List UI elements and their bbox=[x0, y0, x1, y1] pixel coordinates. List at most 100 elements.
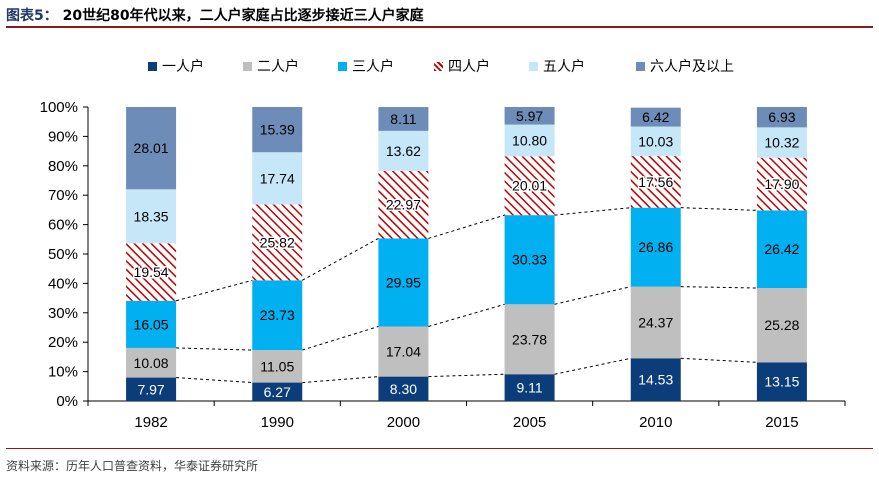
data-label: 25.82 bbox=[260, 234, 295, 250]
bar-segment-三人户-1990 bbox=[252, 280, 303, 351]
bar-segment-二人户-2015 bbox=[756, 288, 807, 363]
y-tick-label: 80% bbox=[48, 158, 78, 175]
bar-segment-三人户-2005 bbox=[504, 215, 555, 305]
legend-swatch bbox=[148, 61, 157, 71]
bar-segment-六人户及以上-2005 bbox=[504, 107, 555, 125]
connector-line bbox=[554, 357, 631, 375]
bar-segment-三人户-2000 bbox=[378, 238, 429, 327]
legend-label: 六人户及以上 bbox=[650, 59, 734, 75]
data-label: 8.30 bbox=[390, 381, 417, 397]
bar-segment-五人户-1982 bbox=[126, 189, 177, 244]
footer-divider bbox=[6, 448, 873, 449]
legend-swatch bbox=[243, 61, 252, 71]
connector-line bbox=[680, 286, 757, 289]
data-label: 26.86 bbox=[638, 239, 673, 255]
connector-line bbox=[428, 303, 505, 327]
data-label: 17.56 bbox=[638, 174, 673, 190]
data-label: 22.97 bbox=[386, 197, 421, 213]
bar-segment-六人户及以上-1982 bbox=[126, 107, 177, 190]
legend-label: 五人户 bbox=[543, 59, 585, 75]
data-label: 14.53 bbox=[638, 372, 673, 388]
bar-segment-二人户-1990 bbox=[252, 350, 303, 383]
data-label: 15.39 bbox=[260, 122, 295, 138]
data-label: 5.97 bbox=[516, 108, 543, 124]
connector-line bbox=[302, 238, 379, 281]
y-tick-label: 40% bbox=[48, 275, 78, 292]
y-tick-label: 50% bbox=[48, 246, 78, 263]
bar-segment-四人户-1982 bbox=[126, 243, 177, 301]
data-label: 10.03 bbox=[638, 133, 673, 149]
bar-segment-六人户及以上-2015 bbox=[756, 107, 807, 128]
connector-line bbox=[554, 207, 631, 216]
data-label: 16.05 bbox=[134, 316, 169, 332]
data-label: 13.15 bbox=[764, 374, 799, 390]
data-label: 20.01 bbox=[512, 178, 547, 194]
bar-segment-三人户-2015 bbox=[756, 210, 807, 289]
title-divider bbox=[6, 26, 873, 28]
bar-segment-五人户-1990 bbox=[252, 152, 303, 205]
data-label: 17.74 bbox=[260, 170, 295, 186]
bar-segment-一人户-1982 bbox=[126, 377, 177, 401]
bar-segment-二人户-1982 bbox=[126, 347, 177, 378]
connector-line bbox=[175, 279, 253, 302]
data-label: 10.32 bbox=[764, 135, 799, 151]
bar-segment-五人户-2005 bbox=[504, 124, 555, 157]
bar-segment-一人户-2005 bbox=[504, 374, 555, 401]
data-label: 28.01 bbox=[134, 140, 169, 156]
legend-label: 四人户 bbox=[448, 59, 490, 75]
bar-segment-一人户-2015 bbox=[756, 362, 807, 401]
y-tick-label: 30% bbox=[48, 305, 78, 322]
data-label: 25.28 bbox=[764, 317, 799, 333]
connector-line bbox=[428, 214, 505, 239]
data-label: 17.90 bbox=[764, 176, 799, 192]
bar-segment-四人户-2010 bbox=[630, 156, 681, 208]
legend-label: 一人户 bbox=[162, 59, 204, 75]
connector-line bbox=[176, 377, 253, 384]
stacked-bar-chart: 0% 10% 20% 30% 40% 50% 60% 70% 80% 90% 100% 1982 199… bbox=[40, 99, 846, 431]
x-tick-label: 2000 bbox=[387, 414, 420, 431]
x-tick-label: 1990 bbox=[261, 414, 294, 431]
data-label: 26.42 bbox=[764, 241, 799, 257]
x-tick-label: 2010 bbox=[639, 414, 672, 431]
data-label: 30.33 bbox=[512, 252, 547, 268]
data-label: 6.93 bbox=[768, 109, 795, 125]
legend-item: 一人户 bbox=[148, 56, 204, 76]
data-label: 6.27 bbox=[264, 384, 291, 400]
data-label: 13.62 bbox=[386, 143, 421, 159]
chart-legend: 一人户 二人户 三人户 四人户 五人户 六人户及以上 bbox=[0, 56, 879, 76]
bar-segment-二人户-2005 bbox=[504, 304, 555, 375]
x-tick-label: 1982 bbox=[134, 414, 167, 431]
legend-swatch bbox=[434, 61, 443, 71]
connector-line bbox=[554, 286, 631, 305]
bar-segment-四人户-2015 bbox=[756, 157, 807, 211]
legend-item: 六人户及以上 bbox=[636, 56, 734, 76]
bar-segment-二人户-2000 bbox=[378, 326, 429, 377]
data-label: 9.11 bbox=[516, 380, 542, 396]
legend-item: 四人户 bbox=[434, 56, 490, 76]
connector-line bbox=[302, 376, 379, 384]
legend-item: 二人户 bbox=[243, 56, 299, 76]
bar-segment-四人户-1990 bbox=[252, 204, 303, 281]
figure-label: 图表5： bbox=[6, 8, 58, 24]
legend-swatch bbox=[529, 61, 538, 71]
data-label: 10.80 bbox=[512, 132, 547, 148]
data-label: 7.97 bbox=[137, 381, 164, 397]
bar-segment-六人户及以上-1990 bbox=[252, 107, 303, 153]
connector-line bbox=[302, 326, 379, 351]
y-tick-label: 0% bbox=[56, 393, 78, 410]
data-label: 29.95 bbox=[386, 274, 421, 290]
y-tick-label: 90% bbox=[48, 128, 78, 145]
data-label: 18.35 bbox=[134, 208, 169, 224]
data-label: 11.05 bbox=[260, 358, 294, 374]
data-label: 6.42 bbox=[642, 109, 669, 125]
source-note: 资料来源：历年人口普查资料，华泰证券研究所 bbox=[6, 459, 259, 473]
y-tick-label: 70% bbox=[48, 187, 78, 204]
bar-segment-六人户及以上-2000 bbox=[378, 107, 429, 131]
bar-segment-五人户-2000 bbox=[378, 130, 429, 171]
bar-segment-二人户-2010 bbox=[630, 286, 681, 359]
data-label: 23.78 bbox=[512, 331, 547, 347]
bar-segment-一人户-2000 bbox=[378, 376, 429, 401]
data-label: 23.73 bbox=[260, 307, 295, 323]
bar-segment-一人户-2010 bbox=[630, 358, 681, 401]
y-tick-label: 60% bbox=[48, 217, 78, 234]
